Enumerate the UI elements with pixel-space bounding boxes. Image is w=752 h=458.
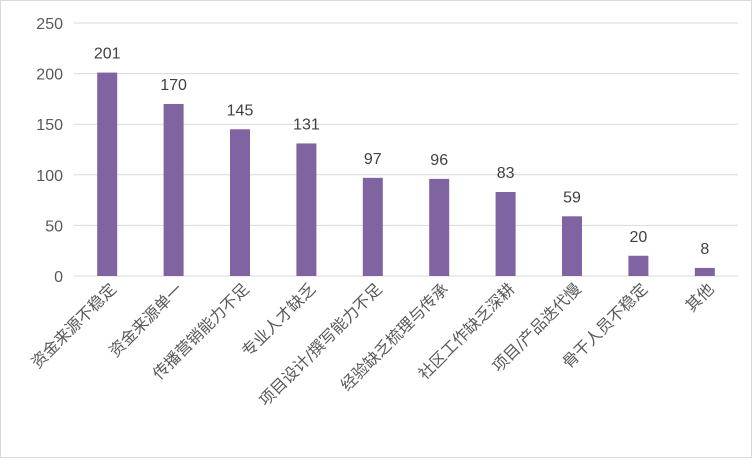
- grid-lines: [74, 22, 738, 277]
- y-tick-label: 100: [36, 168, 63, 185]
- y-tick-label: 200: [36, 67, 63, 84]
- data-label: 97: [364, 151, 382, 168]
- bar: [628, 255, 649, 276]
- y-tick-label: 0: [54, 269, 63, 286]
- data-label: 201: [94, 46, 121, 63]
- data-label: 83: [497, 165, 515, 182]
- y-tick-label: 150: [36, 117, 63, 134]
- bars: [97, 72, 715, 277]
- data-label: 20: [630, 229, 648, 246]
- data-label: 59: [563, 189, 581, 206]
- category-label: 项目设计/撰写能力不足: [255, 279, 385, 409]
- data-label: 145: [227, 102, 254, 119]
- category-label: 资金来源不稳定: [27, 279, 120, 372]
- y-tick-label: 250: [36, 16, 63, 33]
- bar: [163, 103, 184, 277]
- y-tick-label: 50: [45, 218, 63, 235]
- bar: [429, 178, 450, 276]
- data-label: 131: [293, 116, 320, 133]
- category-label: 其他: [682, 279, 718, 315]
- bar: [694, 267, 715, 276]
- bar: [230, 129, 250, 276]
- category-labels: 资金来源不稳定资金来源单一传播营销能力不足专业人才缺乏项目设计/撰写能力不足经验…: [27, 279, 717, 409]
- bar: [97, 72, 118, 276]
- bar: [296, 143, 317, 276]
- data-label: 96: [430, 152, 448, 169]
- data-labels: 201 170 145 131 97 96 83 59 20 8: [94, 46, 709, 258]
- data-label: 170: [160, 77, 187, 94]
- bar: [562, 216, 582, 276]
- data-label: 8: [700, 241, 709, 258]
- y-axis-ticks: 0 50 100 150 200 250: [36, 16, 63, 286]
- bar: [362, 177, 383, 276]
- bar: [495, 192, 516, 276]
